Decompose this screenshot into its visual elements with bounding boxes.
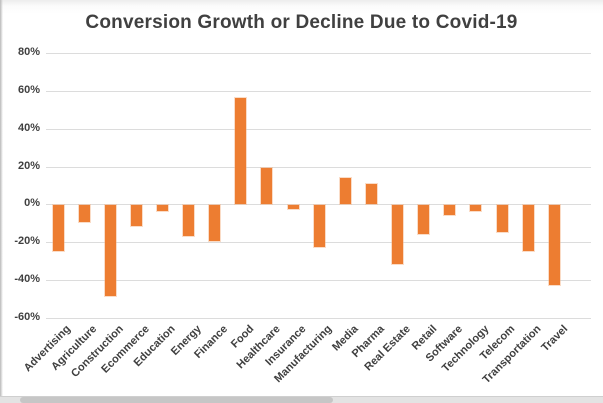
bar-real-estate [392,205,404,265]
bar-manufacturing [313,205,325,248]
bar-telecom [496,205,508,232]
bar-healthcare [261,168,273,205]
bar-finance [209,205,221,242]
bar-media [339,177,351,205]
plot-area [46,53,591,319]
bar-retail [418,205,430,234]
bar-education [156,205,168,212]
y-tick-label: 0% [24,197,40,210]
chart-title: Conversion Growth or Decline Due to Covi… [85,12,518,33]
gridline--60 [46,318,591,319]
y-tick-label: -20% [14,235,40,248]
window-left-edge [0,0,3,403]
bar-insurance [287,205,299,210]
bar-advertising [52,205,64,251]
gridline-60 [46,90,591,92]
y-tick-label: 20% [17,159,40,172]
window-bottom-strip [0,396,603,403]
bar-transportation [522,205,534,251]
horizontal-scrollbar-thumb[interactable] [20,397,333,403]
y-tick-label: -40% [14,273,40,286]
y-tick-label: 80% [17,46,40,58]
bar-agriculture [78,205,90,223]
bar-food [235,98,247,205]
gridline-0 [46,204,591,206]
bar-pharma [365,183,377,205]
y-tick-label: 40% [17,121,40,134]
bar-travel [548,205,560,285]
bar-energy [183,205,195,236]
y-tick-label: -60% [14,311,40,323]
bar-technology [470,205,482,212]
bar-construction [104,205,116,297]
gridline--40 [46,280,591,282]
bar-software [444,205,456,215]
bar-ecommerce [130,205,142,227]
x-tick-label-travel: Travel [538,323,570,354]
gridline-80 [46,53,591,54]
gridline-20 [46,166,591,168]
gridline-40 [46,128,591,130]
y-tick-label: 60% [17,83,40,96]
